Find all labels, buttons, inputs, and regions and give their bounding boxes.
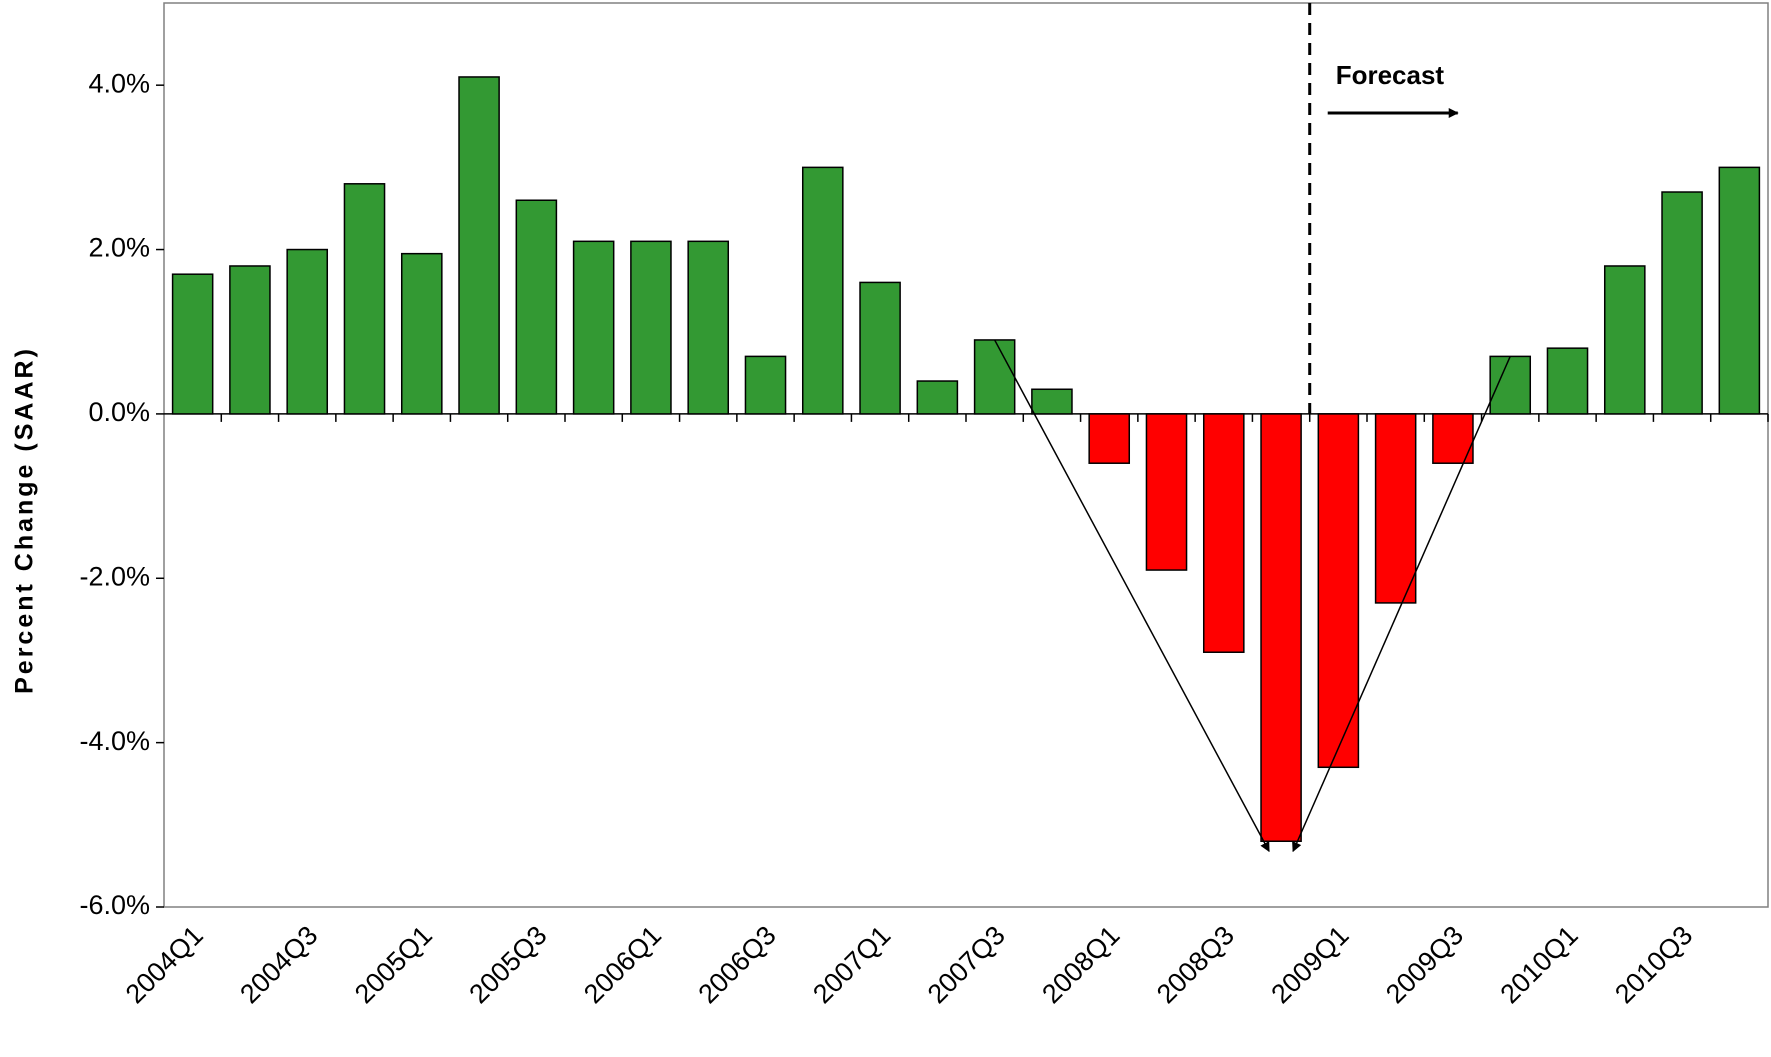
- bar: [859, 281, 901, 415]
- bar: [1661, 191, 1703, 415]
- plot-area: [163, 2, 1769, 908]
- bar: [1088, 413, 1131, 464]
- bar: [400, 252, 443, 415]
- x-tick-label: 2006Q1: [578, 920, 667, 1009]
- bar: [1145, 413, 1188, 571]
- bar: [916, 380, 959, 415]
- bar: [229, 265, 271, 415]
- x-tick-label: 2008Q3: [1151, 920, 1240, 1009]
- bar: [1603, 265, 1646, 415]
- y-tick-label: 0.0%: [88, 397, 150, 427]
- bar: [286, 248, 329, 415]
- bar: [572, 240, 615, 415]
- x-tick-label: 2005Q1: [349, 920, 438, 1009]
- x-tick-label: 2010Q1: [1495, 920, 1584, 1009]
- bar: [630, 240, 672, 415]
- x-tick-label: 2007Q3: [922, 920, 1011, 1009]
- x-tick-label: 2010Q3: [1609, 920, 1698, 1009]
- bar: [973, 339, 1016, 415]
- x-tick-label: 2009Q3: [1380, 920, 1469, 1009]
- bar: [801, 166, 844, 415]
- x-tick-label: 2009Q1: [1265, 920, 1354, 1009]
- bar: [515, 199, 558, 415]
- trend-arrow: [993, 339, 1270, 853]
- bar: [687, 240, 730, 415]
- bar: [1489, 355, 1532, 415]
- bar: [458, 76, 500, 415]
- y-tick-label: 4.0%: [88, 68, 150, 98]
- bar: [1718, 166, 1761, 415]
- y-tick-label: 2.0%: [88, 233, 150, 263]
- bar: [1317, 413, 1360, 769]
- bar: [1260, 413, 1302, 843]
- y-tick-label: -2.0%: [79, 561, 150, 591]
- y-axis-label: Percent Change (SAAR): [11, 346, 39, 694]
- x-tick-label: 2005Q3: [463, 920, 552, 1009]
- trend-arrow: [1292, 356, 1511, 853]
- bar: [1202, 413, 1245, 653]
- bar: [171, 273, 214, 415]
- y-tick-label: -6.0%: [79, 890, 150, 920]
- bar: [1546, 347, 1589, 415]
- bar: [1374, 413, 1417, 604]
- x-tick-label: 2006Q3: [693, 920, 782, 1009]
- bar: [744, 355, 787, 415]
- x-tick-label: 2007Q1: [807, 920, 896, 1009]
- x-tick-label: 2008Q1: [1036, 920, 1125, 1009]
- y-tick-label: -4.0%: [79, 726, 150, 756]
- forecast-label: Forecast: [1336, 60, 1445, 90]
- bar: [343, 183, 386, 415]
- bar: [1031, 388, 1073, 415]
- x-tick-label: 2004Q1: [120, 920, 209, 1009]
- x-tick-label: 2004Q3: [234, 920, 323, 1009]
